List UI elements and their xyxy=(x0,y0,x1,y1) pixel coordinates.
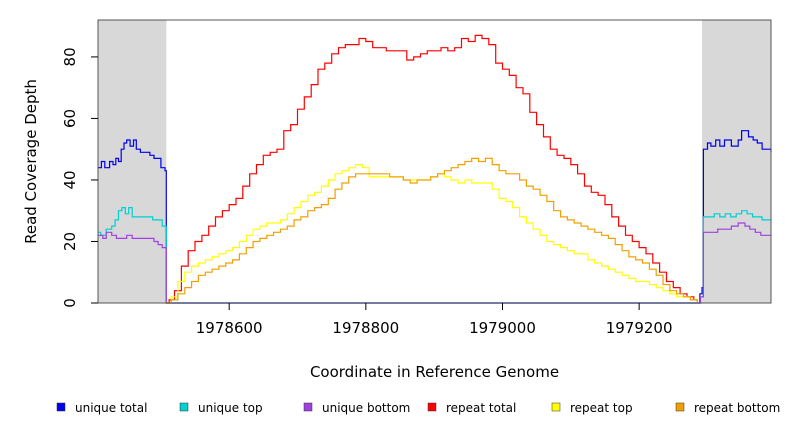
x-axis-title: Coordinate in Reference Genome xyxy=(310,363,559,381)
legend-label: unique top xyxy=(198,401,263,415)
y-tick-label: 80 xyxy=(61,47,79,66)
x-axis: 1978600 1978800 1979000 1979200 xyxy=(196,303,673,337)
legend-label: repeat bottom xyxy=(694,401,780,415)
x-tick-label: 1979200 xyxy=(606,319,673,337)
series-line-unique-total xyxy=(98,130,772,304)
legend-item-repeat-bottom: repeat bottom xyxy=(675,401,780,415)
legend-label: unique bottom xyxy=(322,401,410,415)
legend-swatch xyxy=(551,402,561,412)
legend-label: repeat top xyxy=(570,401,633,415)
legend-label: unique total xyxy=(75,401,147,415)
legend-swatch xyxy=(675,402,685,412)
series-lines xyxy=(98,34,772,304)
legend-swatch xyxy=(179,402,189,412)
y-axis: 0 20 40 60 80 xyxy=(61,47,98,308)
x-tick-label: 1978600 xyxy=(196,319,263,337)
x-tick-label: 1979000 xyxy=(469,319,536,337)
legend-swatch xyxy=(56,402,66,412)
y-axis-title: Read Coverage Depth xyxy=(22,79,40,244)
legend-item-repeat-total: repeat total xyxy=(427,401,516,415)
shaded-region-2 xyxy=(701,20,771,303)
series-line-repeat-bottom xyxy=(166,157,698,304)
x-tick-label: 1978800 xyxy=(332,319,399,337)
legend-item-repeat-top: repeat top xyxy=(551,401,633,415)
legend-swatch xyxy=(427,402,437,412)
y-tick-label: 40 xyxy=(61,170,79,189)
legend-item-unique-bottom: unique bottom xyxy=(303,401,410,415)
y-tick-label: 0 xyxy=(61,298,79,308)
shaded-region-1 xyxy=(98,20,167,303)
legend: unique total unique top unique bottom repea… xyxy=(56,401,780,415)
shaded-regions xyxy=(98,20,771,303)
legend-label: repeat total xyxy=(446,401,516,415)
legend-swatch xyxy=(303,402,313,412)
y-tick-label: 20 xyxy=(61,232,79,251)
legend-item-unique-top: unique top xyxy=(179,401,263,415)
legend-item-unique-total: unique total xyxy=(56,401,147,415)
series-line-repeat-total xyxy=(166,34,698,304)
series-line-unique-bottom xyxy=(98,222,771,304)
y-tick-label: 60 xyxy=(61,109,79,128)
plot-frame xyxy=(97,19,772,304)
series-line-repeat-top xyxy=(166,164,698,304)
